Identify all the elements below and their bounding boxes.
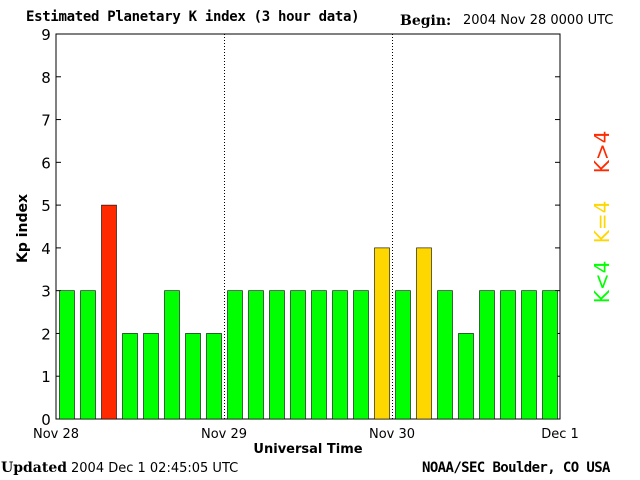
y-tick-label: 4 [41, 240, 51, 258]
x-tick-label: Nov 30 [369, 427, 415, 442]
updated-label: Updated [1, 460, 68, 476]
y-tick-label: 9 [41, 26, 51, 44]
y-axis-label: Kp index [15, 194, 31, 263]
x-tick-label: Dec 1 [541, 427, 579, 442]
y-tick-label: 5 [41, 197, 51, 215]
kp-bar [269, 290, 285, 420]
y-tick-label: 7 [41, 112, 51, 130]
kp-bar [164, 290, 180, 420]
kp-bar [479, 290, 495, 420]
kp-bar [395, 290, 411, 420]
kp-bar [143, 333, 159, 420]
kp-bar [311, 290, 327, 420]
y-tick-label: 6 [41, 154, 51, 172]
y-tick-label: 0 [41, 411, 51, 429]
kp-bar [248, 290, 264, 420]
kp-bar [122, 333, 138, 420]
kp-bar [227, 290, 243, 420]
kp-bar [101, 204, 117, 420]
x-tick-label: Nov 28 [33, 427, 79, 442]
plot-frame [55, 33, 561, 420]
kp-bar [542, 290, 558, 420]
kp-bar [374, 247, 390, 420]
kp-bar [206, 333, 222, 420]
credit-text: NOAA/SEC Boulder, CO USA [422, 460, 610, 476]
updated-timestamp: 2004 Dec 1 02:45:05 UTC [71, 461, 239, 476]
kp-bar [500, 290, 516, 420]
kp-bar [521, 290, 537, 420]
kp-bar [416, 247, 432, 420]
legend-item-k-greater-4: K>4 [590, 131, 614, 174]
begin-label: Begin: [400, 13, 452, 29]
x-tick-label: Nov 29 [201, 427, 247, 442]
legend-item-k-less-4: K<4 [590, 261, 614, 304]
chart-title: Estimated Planetary K index (3 hour data… [26, 9, 360, 25]
y-tick-label: 1 [41, 368, 51, 386]
kp-bar [290, 290, 306, 420]
kp-bar [458, 333, 474, 420]
x-axis-label: Universal Time [253, 442, 362, 457]
kp-bar [332, 290, 348, 420]
kp-bar [80, 290, 96, 420]
y-tick-label: 2 [41, 325, 51, 343]
kp-bar [185, 333, 201, 420]
kp-bar [437, 290, 453, 420]
begin-value: 2004 Nov 28 0000 UTC [463, 13, 614, 28]
y-tick-label: 3 [41, 283, 51, 301]
kp-bar [59, 290, 75, 420]
legend-item-k-equal-4: K=4 [590, 201, 614, 244]
y-tick-label: 8 [41, 69, 51, 87]
kp-bar [353, 290, 369, 420]
